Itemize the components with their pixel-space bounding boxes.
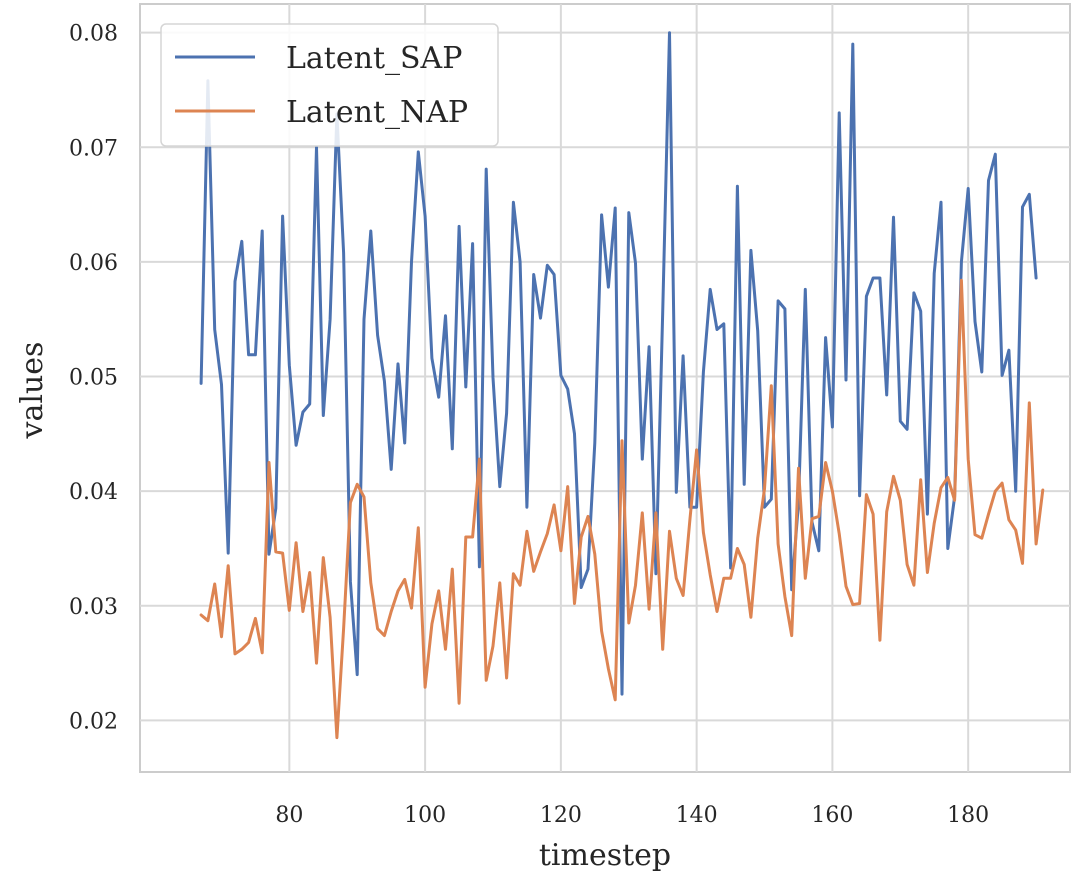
x-axis-ticks: 80 100 120 140 160 180 [275,803,989,828]
legend-box [160,23,499,147]
x-axis-title: timestep [539,838,671,873]
y-axis-ticks: 0.02 0.03 0.04 0.05 0.06 0.07 0.08 [69,22,118,735]
y-tick-label: 0.03 [69,595,118,620]
x-tick-label: 180 [947,803,989,828]
legend-label-latent-sap: Latent_SAP [286,41,462,76]
y-tick-label: 0.04 [69,480,118,505]
series-lines [199,31,1045,740]
series-line-latent-sap [199,31,1038,696]
legend-label-latent-nap: Latent_NAP [286,95,468,130]
x-tick-label: 120 [540,803,582,828]
series-line-latent-nap [199,278,1045,740]
y-tick-label: 0.06 [69,251,118,276]
y-tick-label: 0.07 [69,136,118,161]
x-tick-label: 140 [676,803,718,828]
x-tick-label: 80 [275,803,303,828]
y-tick-label: 0.02 [69,709,118,734]
x-tick-label: 100 [404,803,446,828]
y-tick-label: 0.05 [69,366,118,391]
y-axis-title: values [15,342,50,440]
legend: Latent_SAP Latent_NAP [160,23,499,147]
x-tick-label: 160 [811,803,853,828]
y-tick-label: 0.08 [69,22,118,47]
